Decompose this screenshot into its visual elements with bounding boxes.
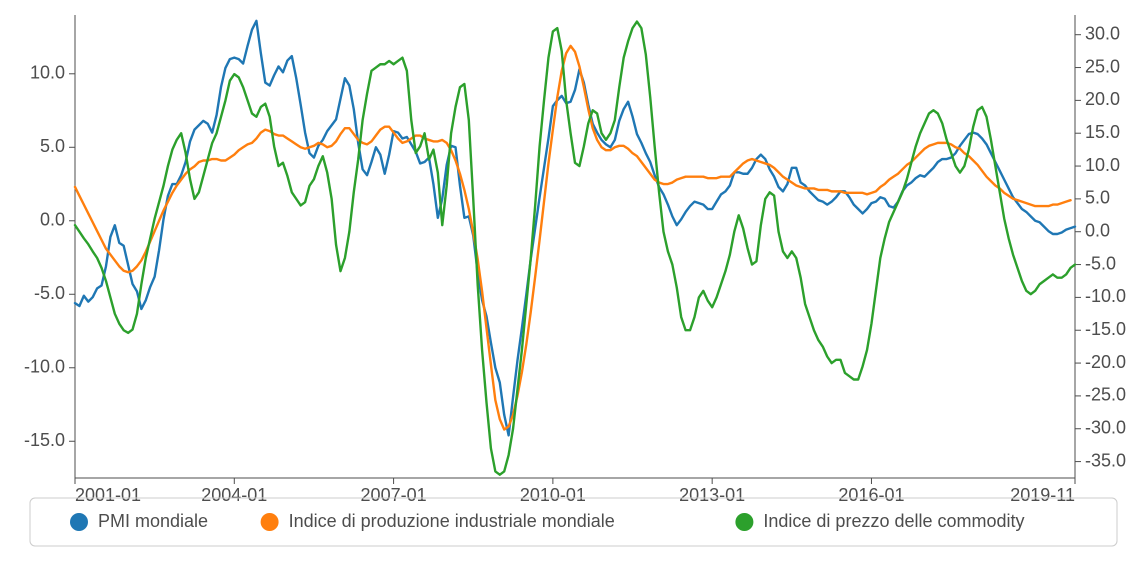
- right-axis-label: -10.0: [1085, 286, 1126, 306]
- left-axis-label: 5.0: [40, 136, 65, 156]
- chart-background: [0, 0, 1147, 561]
- right-axis-label: 20.0: [1085, 89, 1120, 109]
- legend-label: PMI mondiale: [98, 511, 208, 531]
- right-axis-label: -25.0: [1085, 385, 1126, 405]
- right-axis-label: 15.0: [1085, 122, 1120, 142]
- right-axis-label: -35.0: [1085, 450, 1126, 470]
- chart-svg: -15.0 -10.0 -5.0 0.0 5.0 10.0 -35.0 -30.0 -25.0 -…: [0, 0, 1147, 561]
- right-axis-label: -30.0: [1085, 417, 1126, 437]
- right-axis-label: 30.0: [1085, 23, 1120, 43]
- x-axis-label: 2004-01: [201, 485, 267, 505]
- x-axis-label: 2010-01: [520, 485, 586, 505]
- legend-label: Indice di produzione industriale mondial…: [289, 511, 615, 531]
- x-axis-label: 2019-11: [1010, 485, 1075, 505]
- right-axis-label: 10.0: [1085, 155, 1120, 175]
- right-axis-label: -5.0: [1085, 253, 1116, 273]
- line-chart: -15.0 -10.0 -5.0 0.0 5.0 10.0 -35.0 -30.0 -25.0 -…: [0, 0, 1147, 561]
- legend-label: Indice di prezzo delle commodity: [763, 511, 1024, 531]
- left-axis-label: 10.0: [30, 63, 65, 83]
- legend-marker: [70, 513, 88, 531]
- left-axis-label: 0.0: [40, 210, 65, 230]
- x-axis-label: 2001-01: [75, 485, 141, 505]
- right-axis-label: 5.0: [1085, 188, 1110, 208]
- left-axis-label: -15.0: [24, 430, 65, 450]
- right-axis-label: -20.0: [1085, 352, 1126, 372]
- right-axis-label: 0.0: [1085, 220, 1110, 240]
- x-axis-label: 2013-01: [679, 485, 745, 505]
- x-axis-label: 2007-01: [361, 485, 427, 505]
- left-axis-label: -5.0: [34, 283, 65, 303]
- legend-marker: [261, 513, 279, 531]
- left-axis-label: -10.0: [24, 357, 65, 377]
- legend-marker: [735, 513, 753, 531]
- right-axis-label: 25.0: [1085, 56, 1120, 76]
- right-axis-label: -15.0: [1085, 319, 1126, 339]
- x-axis-label: 2016-01: [838, 485, 904, 505]
